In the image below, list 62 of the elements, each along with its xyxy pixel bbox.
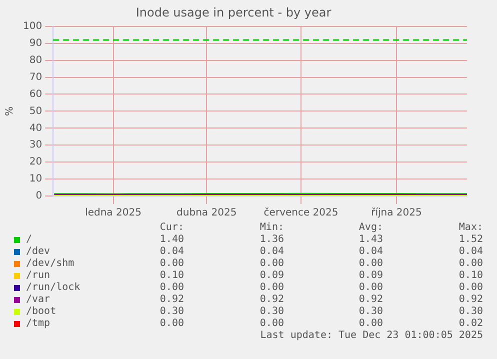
x-tick-label: července 2025 <box>264 208 338 219</box>
text: 0.30 <box>160 306 184 317</box>
text: 0.30 <box>458 306 483 317</box>
text: 0.04 <box>260 246 284 257</box>
text: 1.36 <box>260 234 284 245</box>
text: 1.40 <box>160 234 184 245</box>
text: 0.92 <box>260 294 284 305</box>
text: 0.02 <box>458 318 483 329</box>
y-tick-label: 10 <box>29 174 42 185</box>
text: Last update: Tue Dec 23 01:00:05 2025 <box>260 330 483 341</box>
x-tick-label: ledna 2025 <box>85 208 142 219</box>
text: 0.00 <box>358 318 383 329</box>
text: Cur: <box>160 222 184 233</box>
y-tick-label: 50 <box>29 106 42 117</box>
text: Avg: <box>358 222 383 233</box>
text: 0.09 <box>260 270 284 281</box>
text: 0.00 <box>358 258 383 269</box>
text: 0.00 <box>160 282 184 293</box>
text: 0.09 <box>358 270 383 281</box>
chart-title: Inode usage in percent - by year <box>136 5 332 20</box>
y-tick-label: 100 <box>22 20 42 32</box>
legend-label: /tmp <box>26 318 50 329</box>
y-tick-label: 90 <box>29 38 42 49</box>
text: 0.10 <box>160 270 184 281</box>
y-tick-label: 40 <box>29 122 42 134</box>
y-tick-label: 60 <box>29 88 42 100</box>
text: 0.30 <box>260 306 284 317</box>
y-tick-label: 20 <box>29 156 42 168</box>
text: Min: <box>260 222 284 233</box>
legend-label: /boot <box>26 306 56 317</box>
text: 0.04 <box>458 246 483 257</box>
text: 0.92 <box>358 294 383 305</box>
text: 1.43 <box>358 234 383 245</box>
legend-label: /dev/shm <box>26 258 74 269</box>
y-tick-label: 0 <box>36 190 42 202</box>
x-tick-label: dubna 2025 <box>176 208 237 219</box>
text: 0.04 <box>160 246 184 257</box>
text: Max: <box>458 222 483 233</box>
text: 0.00 <box>260 318 284 329</box>
legend-label: /dev <box>26 246 50 257</box>
legend-label: /run/lock <box>26 282 80 293</box>
y-axis-title: % <box>4 106 16 116</box>
legend-label: /run <box>26 270 50 281</box>
text: 0.00 <box>358 282 383 293</box>
text: 0.00 <box>160 258 184 269</box>
text: 0.00 <box>260 282 284 293</box>
text: 0.30 <box>358 306 383 317</box>
legend-label: /var <box>26 294 50 305</box>
y-tick-label: 80 <box>29 54 42 66</box>
y-tick-label: 70 <box>29 72 42 83</box>
y-tick-label: 30 <box>29 140 42 151</box>
text: 0.00 <box>260 258 284 269</box>
text: 1.52 <box>458 234 483 245</box>
text: 0.04 <box>358 246 383 257</box>
text: 0.10 <box>458 270 483 281</box>
text: 0.92 <box>160 294 184 305</box>
text: 0.92 <box>458 294 483 305</box>
text: 0.00 <box>458 282 483 293</box>
x-tick-label: října 2025 <box>371 208 422 219</box>
legend-label: / <box>26 234 32 245</box>
text: 0.00 <box>160 318 184 329</box>
text: 0.00 <box>458 258 483 269</box>
